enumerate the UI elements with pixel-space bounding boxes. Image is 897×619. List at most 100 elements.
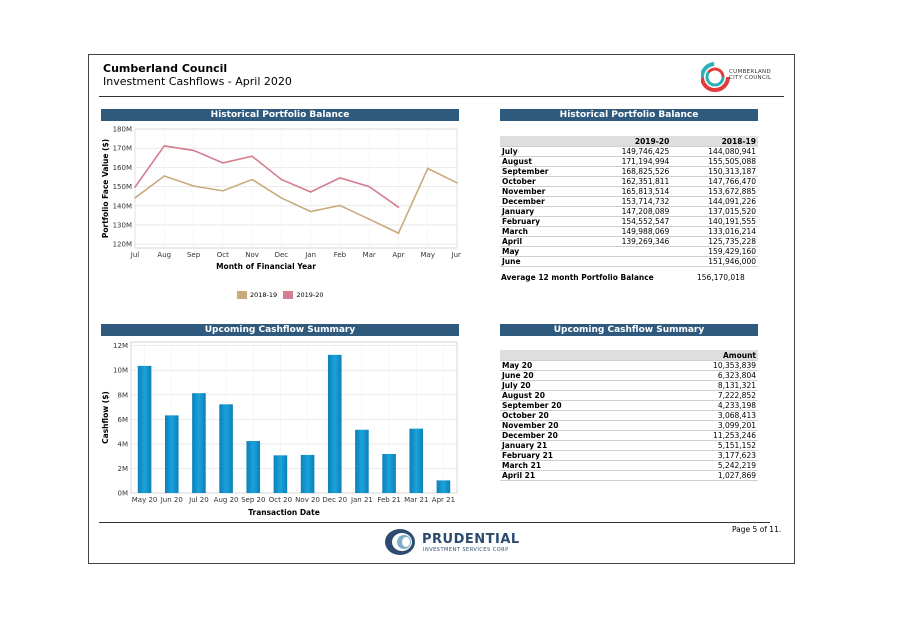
table-row: September 168,825,526 150,313,187 (500, 166, 758, 177)
table-row: March 149,988,069 133,016,214 (500, 226, 758, 237)
x-tick-label: Oct 20 (269, 496, 292, 504)
bar-jan-21 (355, 429, 369, 493)
row-month: August (500, 156, 585, 167)
x-tick-label: Sep (187, 251, 201, 259)
x-tick-label: Mar (363, 251, 376, 259)
bar-mar-21 (409, 428, 424, 493)
legend-swatch-2018-19 (237, 291, 247, 299)
council-logo-icon (701, 62, 730, 92)
data-point (456, 182, 458, 184)
table-row: April 139,269,346 125,735,228 (500, 236, 758, 247)
bar-jul-20 (192, 393, 206, 493)
row-month: October (500, 176, 585, 187)
row-value-2018-19: 140,191,555 (671, 216, 758, 227)
row-amount: 4,233,198 (648, 400, 758, 411)
header-divider (99, 96, 784, 97)
table-row: July 149,746,425 144,080,941 (500, 146, 758, 157)
x-axis-label: Month of Financial Year (216, 262, 316, 271)
bar-apr-21 (436, 480, 451, 493)
x-tick-label: Jul (130, 251, 140, 259)
row-value-2018-19: 150,313,187 (671, 166, 758, 177)
data-point (251, 155, 253, 158)
row-month: June 20 (500, 370, 649, 381)
x-tick-label: Aug 20 (214, 496, 239, 504)
row-value-2019-20: 168,825,526 (584, 166, 672, 177)
series-line-2019-20 (134, 145, 399, 208)
row-value-2019-20 (584, 256, 672, 267)
x-tick-label: Jan (304, 251, 316, 259)
data-point (339, 177, 341, 179)
y-tick-label: 130M (113, 221, 132, 229)
legend-swatch-2019-20 (283, 291, 294, 299)
row-value-2019-20: 162,351,811 (584, 176, 672, 187)
hist-chart-title: Historical Portfolio Balance (101, 109, 459, 121)
data-point (309, 191, 312, 193)
line-chart-legend: 2018-19 2019-20 (237, 291, 324, 299)
bar-feb-21 (382, 453, 396, 493)
data-point (163, 145, 166, 147)
x-tick-label: Jul 20 (188, 496, 209, 504)
bar-may-20 (137, 365, 152, 493)
x-tick-label: Sep 20 (241, 496, 265, 504)
table-row: August 20 7,222,852 (500, 390, 758, 401)
row-value-2019-20: 154,552,547 (584, 216, 672, 227)
data-point (222, 190, 224, 192)
table-row: October 20 3,068,413 (500, 410, 758, 421)
x-tick-label: Dec 20 (322, 496, 347, 504)
y-tick-label: 180M (113, 126, 132, 134)
row-amount: 3,099,201 (648, 420, 758, 431)
row-month: November (500, 186, 585, 197)
data-point (426, 167, 429, 170)
data-point (280, 178, 283, 181)
y-tick-label: 12M (113, 342, 128, 350)
report-page: Cumberland Council Investment Cashflows … (88, 54, 795, 564)
average-balance-label: Average 12 month Portfolio Balance (501, 273, 654, 282)
x-tick-label: May 20 (132, 496, 158, 504)
col-2019-20: 2019-20 (584, 136, 672, 147)
table-row: October 162,351,811 147,766,470 (500, 176, 758, 187)
row-month: December (500, 196, 585, 207)
row-month: March (500, 226, 585, 237)
data-point (134, 197, 136, 199)
table-row: July 20 8,131,321 (500, 380, 758, 391)
data-point (397, 206, 400, 208)
bar-oct-20 (273, 455, 288, 493)
hist-table-title: Historical Portfolio Balance (500, 109, 758, 121)
cash-table-title: Upcoming Cashflow Summary (500, 324, 758, 336)
bar-dec-20 (327, 354, 342, 493)
table-row: June 151,946,000 (500, 256, 758, 267)
row-amount: 3,068,413 (648, 410, 758, 421)
row-value-2018-19: 144,091,226 (671, 196, 758, 207)
average-balance-value: 156,170,018 (697, 273, 745, 282)
table-header-row: 2019-20 2018-19 (500, 136, 758, 147)
data-point (368, 218, 370, 220)
x-tick-label: Feb 21 (377, 496, 401, 504)
x-tick-label: Dec (275, 251, 289, 259)
row-amount: 5,242,219 (648, 460, 758, 471)
row-value-2019-20 (584, 246, 672, 257)
bar-aug-20 (219, 404, 233, 493)
row-amount: 3,177,623 (648, 450, 758, 461)
x-tick-label: Mar 21 (404, 496, 428, 504)
row-month: November 20 (500, 420, 649, 431)
y-tick-label: 6M (118, 416, 129, 424)
row-month: January (500, 206, 585, 217)
row-value-2018-19: 147,766,470 (671, 176, 758, 187)
council-logo-text: CUMBERLAND CITY COUNCIL (729, 69, 772, 81)
row-month: September (500, 166, 585, 177)
row-month: April 21 (500, 470, 649, 481)
row-value-2019-20: 139,269,346 (584, 236, 672, 247)
y-tick-label: 2M (118, 465, 129, 473)
table-row: June 20 6,323,804 (500, 370, 758, 381)
row-month: May 20 (500, 360, 649, 371)
table-row: May 159,429,160 (500, 246, 758, 257)
y-tick-label: 140M (113, 202, 132, 210)
data-point (134, 186, 136, 188)
plot-area (130, 341, 458, 494)
prudential-brand: PRUDENTIAL (422, 532, 520, 547)
report-subtitle: Investment Cashflows - April 2020 (103, 75, 292, 88)
col-amount: Amount (648, 350, 758, 361)
data-point (309, 210, 312, 213)
x-tick-label: Apr (392, 251, 404, 259)
row-month: June (500, 256, 585, 267)
